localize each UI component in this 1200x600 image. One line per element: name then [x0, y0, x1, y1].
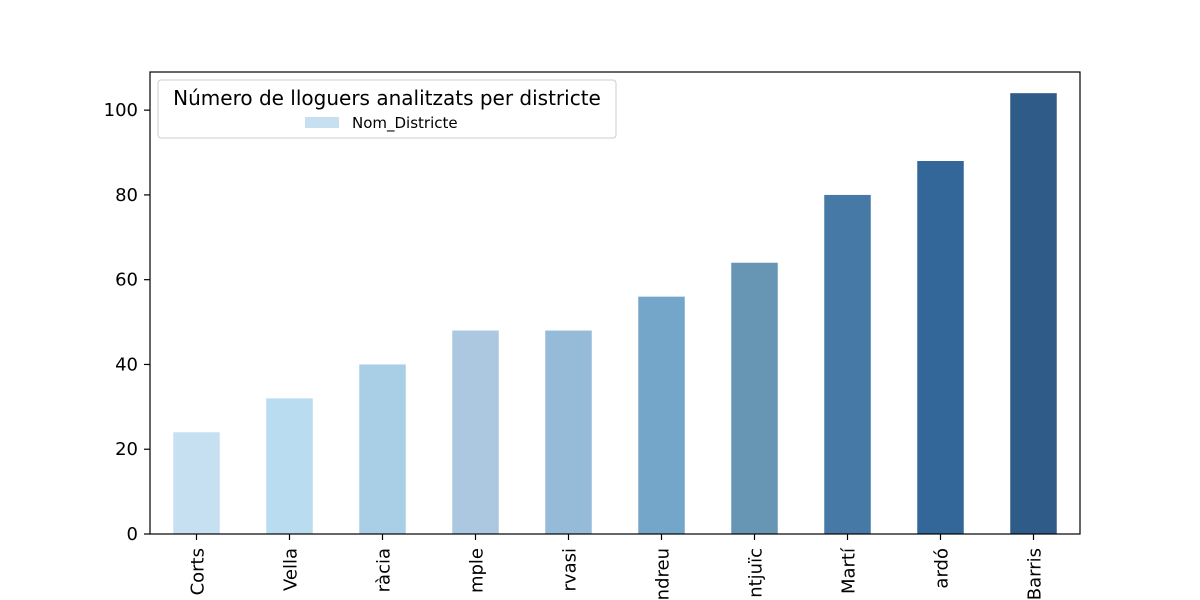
- y-tick-label: 80: [115, 185, 138, 206]
- bars-group: [173, 93, 1057, 535]
- y-tick-label: 0: [127, 524, 138, 545]
- x-tick-label: Corts: [188, 548, 209, 595]
- x-tick-label: mple: [467, 548, 488, 593]
- x-tick-label: rvasi: [560, 548, 581, 591]
- legend-entry-label: Nom_Districte: [352, 114, 458, 133]
- bar-6: [638, 296, 685, 534]
- y-axis: 0 20 40 60 80 100: [104, 100, 150, 545]
- bar-2: [266, 398, 313, 534]
- bar-5: [545, 330, 592, 534]
- x-axis: Corts Vella ràcia mple rvasi ndreu ntjuïc Martí…: [188, 534, 1046, 600]
- bar-7: [731, 262, 778, 534]
- x-tick-label: ardó: [932, 548, 953, 589]
- y-tick-label: 100: [104, 100, 138, 121]
- bar-8: [824, 194, 871, 535]
- y-tick-label: 20: [115, 439, 138, 460]
- x-tick-label: Barris: [1025, 548, 1046, 600]
- bar-4: [452, 330, 499, 534]
- x-tick-label: Vella: [281, 548, 302, 591]
- legend-box: [157, 79, 617, 139]
- y-tick-label: 40: [115, 354, 138, 375]
- bar-9: [917, 161, 964, 535]
- x-tick-label: ntjuïc: [746, 548, 767, 598]
- plot-frame: [149, 71, 1081, 535]
- x-tick-label: ràcia: [374, 548, 395, 592]
- bar-10: [1010, 93, 1057, 534]
- bar-3: [359, 364, 406, 534]
- legend-title: Número de lloguers analitzats per distri…: [173, 86, 601, 110]
- legend-swatch: [305, 117, 339, 128]
- legend: Número de lloguers analitzats per distri…: [157, 79, 617, 139]
- x-tick-label: Martí: [839, 547, 860, 594]
- y-tick-label: 60: [115, 270, 138, 291]
- bar-1: [173, 432, 220, 534]
- x-tick-label: ndreu: [653, 548, 674, 600]
